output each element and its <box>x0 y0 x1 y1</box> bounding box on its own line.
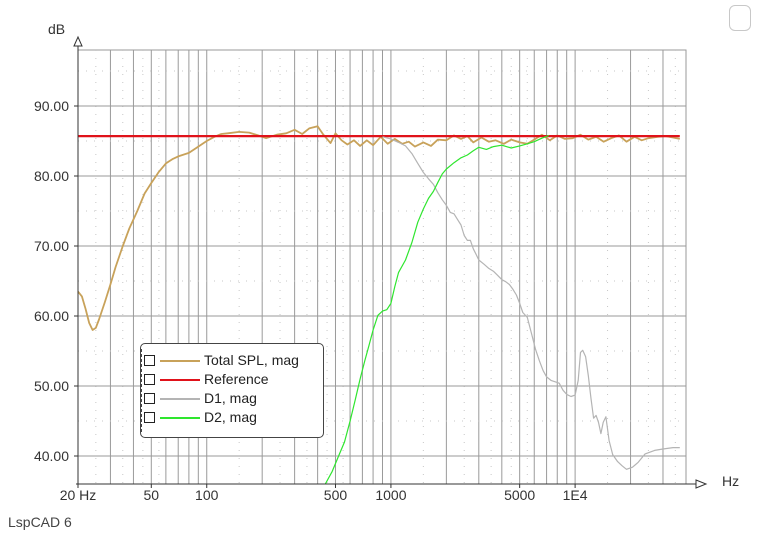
x-tick-label: 1000 <box>375 487 406 503</box>
checkbox-icon[interactable] <box>729 5 751 31</box>
legend-dashed-border <box>141 349 142 432</box>
series-line-d2-mag <box>324 134 550 485</box>
legend-item-total-spl: Total SPL, mag <box>144 352 322 369</box>
legend-checkbox-total-spl[interactable] <box>144 355 155 366</box>
y-axis-unit: dB <box>48 21 65 37</box>
x-tick-label: 20 Hz <box>60 487 97 503</box>
series-line-total-spl-mag <box>77 125 680 331</box>
y-tick-label: 60.00 <box>34 308 69 324</box>
legend-swatch-d2 <box>160 417 200 419</box>
x-tick-label: 500 <box>324 487 348 503</box>
plot-series <box>77 125 680 485</box>
x-tick-label: 100 <box>195 487 219 503</box>
legend-checkbox-d2[interactable] <box>144 412 155 423</box>
legend-label-d2: D2, mag <box>204 409 257 425</box>
plot-grid <box>77 49 687 485</box>
legend-label-total-spl: Total SPL, mag <box>204 352 299 368</box>
y-tick-label: 80.00 <box>34 168 69 184</box>
legend-label-reference: Reference <box>204 371 269 387</box>
y-tick-label: 40.00 <box>34 448 69 464</box>
legend-swatch-reference <box>160 379 200 381</box>
plot-axes: dB Hz 40.00 50.00 60.00 70.00 80.00 90.00 20 Hz 5… <box>34 21 739 503</box>
x-tick-label: 50 <box>144 487 160 503</box>
legend-swatch-d1 <box>160 398 200 400</box>
legend-label-d1: D1, mag <box>204 390 257 406</box>
legend-item-reference: Reference <box>144 371 322 388</box>
legend-item-d2: D2, mag <box>144 409 322 426</box>
app-footer-label: LspCAD 6 <box>8 514 72 530</box>
x-tick-label: 1E4 <box>563 487 588 503</box>
legend-checkbox-d1[interactable] <box>144 393 155 404</box>
legend-swatch-total-spl <box>160 360 200 362</box>
x-tick-label: 5000 <box>504 487 535 503</box>
legend-item-d1: D1, mag <box>144 390 322 407</box>
y-tick-label: 50.00 <box>34 378 69 394</box>
series-line-d1-mag <box>382 136 680 470</box>
x-axis-unit: Hz <box>722 473 739 489</box>
y-axis-arrow <box>73 35 83 47</box>
y-tick-label: 70.00 <box>34 238 69 254</box>
chart-legend: Total SPL, mag Reference D1, mag D2, mag <box>140 343 324 438</box>
y-tick-label: 90.00 <box>34 98 69 114</box>
x-axis-arrow <box>695 479 708 489</box>
legend-checkbox-reference[interactable] <box>144 374 155 385</box>
